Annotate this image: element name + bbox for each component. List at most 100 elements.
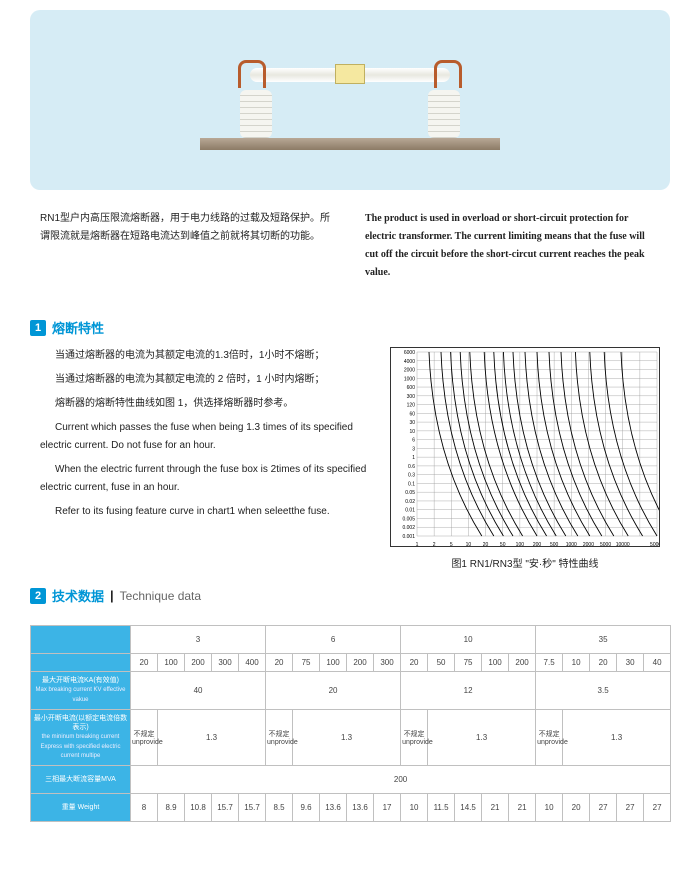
table-header-empty bbox=[31, 654, 131, 672]
svg-text:50000: 50000 bbox=[650, 542, 660, 547]
table-cell: 200 bbox=[131, 766, 671, 794]
svg-text:500: 500 bbox=[550, 542, 559, 547]
section-2-en: Technique data bbox=[120, 589, 201, 603]
svg-text:0.1: 0.1 bbox=[408, 481, 415, 487]
table-subhead: 75 bbox=[293, 654, 320, 672]
table-cell: 不规定unprovide bbox=[266, 709, 293, 766]
fuse-text: 当通过熔断器的电流为其额定电流的1.3倍时，1小时不熔断； 当通过熔断器的电流为… bbox=[40, 347, 374, 527]
table-subhead: 7.5 bbox=[536, 654, 563, 672]
badge-2: 2 bbox=[30, 588, 46, 604]
table-cell: 1.3 bbox=[563, 709, 671, 766]
section-2-zh: 技术数据 bbox=[52, 586, 104, 605]
table-subhead: 100 bbox=[482, 654, 509, 672]
table-cell: 不规定unprovide bbox=[401, 709, 428, 766]
table-subhead: 200 bbox=[347, 654, 374, 672]
table-cell: 21 bbox=[509, 794, 536, 822]
table-group: 10 bbox=[401, 626, 536, 654]
chart-caption: 图1 RN1/RN3型 "安·秒" 特性曲线 bbox=[390, 555, 660, 570]
svg-text:0.01: 0.01 bbox=[405, 508, 415, 514]
intro-zh: RN1型户内高压限流熔断器，用于电力线路的过载及短路保护。所谓限流就是熔断器在短… bbox=[40, 210, 335, 282]
badge-1: 1 bbox=[30, 320, 46, 336]
svg-text:6: 6 bbox=[412, 438, 415, 444]
section-1-zh: 熔断特性 bbox=[52, 318, 104, 337]
fuse-p2-en: When the electric furrent through the fu… bbox=[40, 461, 374, 497]
table-subhead: 20 bbox=[401, 654, 428, 672]
table-cell: 8.9 bbox=[158, 794, 185, 822]
svg-text:1000: 1000 bbox=[404, 376, 415, 382]
table-subhead: 50 bbox=[428, 654, 455, 672]
table-subhead: 20 bbox=[266, 654, 293, 672]
svg-text:6000: 6000 bbox=[404, 350, 415, 356]
svg-text:200: 200 bbox=[533, 542, 542, 547]
svg-text:1: 1 bbox=[412, 455, 415, 461]
table-cell: 20 bbox=[563, 794, 590, 822]
fuse-p3-zh: 熔断器的熔断特性曲线如图 1，供选择熔断器时参考。 bbox=[40, 395, 374, 413]
table-cell: 17 bbox=[374, 794, 401, 822]
table-cell: 不规定unprovide bbox=[536, 709, 563, 766]
intro-en: The product is used in overload or short… bbox=[365, 210, 660, 282]
table-subhead: 40 bbox=[644, 654, 671, 672]
table-subhead: 30 bbox=[617, 654, 644, 672]
table-cell: 13.6 bbox=[347, 794, 374, 822]
table-cell: 10.8 bbox=[185, 794, 212, 822]
table-cell: 20 bbox=[266, 672, 401, 710]
table-cell: 14.5 bbox=[455, 794, 482, 822]
table-cell: 不规定unprovide bbox=[131, 709, 158, 766]
svg-text:5: 5 bbox=[450, 542, 453, 547]
svg-text:5000: 5000 bbox=[600, 542, 611, 547]
svg-text:0.002: 0.002 bbox=[402, 525, 415, 531]
table-subhead: 75 bbox=[455, 654, 482, 672]
table-cell: 9.6 bbox=[293, 794, 320, 822]
svg-text:10000: 10000 bbox=[616, 542, 630, 547]
svg-text:1000: 1000 bbox=[566, 542, 577, 547]
table-row-label: 最大开断电流KA(有效值)Max breaking current KV eff… bbox=[31, 672, 131, 710]
svg-text:1: 1 bbox=[416, 542, 419, 547]
table-header-empty bbox=[31, 626, 131, 654]
fuse-p2-zh: 当通过熔断器的电流为其额定电流的 2 倍时，1 小时内熔断； bbox=[40, 371, 374, 389]
technique-table: 3610352010020030040020751002003002050751… bbox=[30, 625, 671, 822]
svg-text:30: 30 bbox=[409, 420, 415, 426]
table-cell: 11.5 bbox=[428, 794, 455, 822]
table-subhead: 300 bbox=[212, 654, 239, 672]
svg-text:0.005: 0.005 bbox=[402, 516, 415, 522]
table-cell: 15.7 bbox=[239, 794, 266, 822]
svg-text:0.6: 0.6 bbox=[408, 464, 415, 470]
svg-text:100: 100 bbox=[516, 542, 525, 547]
svg-text:3: 3 bbox=[412, 446, 415, 452]
intro-row: RN1型户内高压限流熔断器，用于电力线路的过载及短路保护。所谓限流就是熔断器在短… bbox=[0, 210, 700, 302]
table-group: 6 bbox=[266, 626, 401, 654]
svg-text:2000: 2000 bbox=[583, 542, 594, 547]
svg-text:2000: 2000 bbox=[404, 368, 415, 374]
table-row-label: 重量 Weight bbox=[31, 794, 131, 822]
svg-text:4000: 4000 bbox=[404, 359, 415, 365]
svg-text:0.3: 0.3 bbox=[408, 473, 415, 479]
table-cell: 13.6 bbox=[320, 794, 347, 822]
table-cell: 8 bbox=[131, 794, 158, 822]
table-subhead: 400 bbox=[239, 654, 266, 672]
fuse-p1-zh: 当通过熔断器的电流为其额定电流的1.3倍时，1小时不熔断； bbox=[40, 347, 374, 365]
svg-text:300: 300 bbox=[407, 394, 416, 400]
svg-text:0.05: 0.05 bbox=[405, 490, 415, 496]
table-row-label: 最小开断电流(以额定电流倍数表示)the mininum breaking cu… bbox=[31, 709, 131, 766]
table-subhead: 10 bbox=[563, 654, 590, 672]
svg-text:2: 2 bbox=[433, 542, 436, 547]
technique-table-wrap: 3610352010020030040020751002003002050751… bbox=[0, 615, 700, 842]
table-cell: 27 bbox=[644, 794, 671, 822]
table-cell: 1.3 bbox=[158, 709, 266, 766]
table-subhead: 20 bbox=[131, 654, 158, 672]
svg-text:10: 10 bbox=[466, 542, 472, 547]
title-separator: | bbox=[110, 588, 114, 603]
table-group: 35 bbox=[536, 626, 671, 654]
table-cell: 1.3 bbox=[428, 709, 536, 766]
table-group: 3 bbox=[131, 626, 266, 654]
svg-text:10: 10 bbox=[409, 429, 415, 435]
table-cell: 12 bbox=[401, 672, 536, 710]
section-1-title: 1 熔断特性 bbox=[0, 302, 700, 347]
table-cell: 40 bbox=[131, 672, 266, 710]
chart-wrap: 60004000200010006003001206030106310.60.3… bbox=[390, 347, 660, 570]
table-cell: 1.3 bbox=[293, 709, 401, 766]
product-hero bbox=[30, 10, 670, 190]
table-cell: 3.5 bbox=[536, 672, 671, 710]
svg-text:0.001: 0.001 bbox=[402, 534, 415, 540]
table-cell: 10 bbox=[536, 794, 563, 822]
